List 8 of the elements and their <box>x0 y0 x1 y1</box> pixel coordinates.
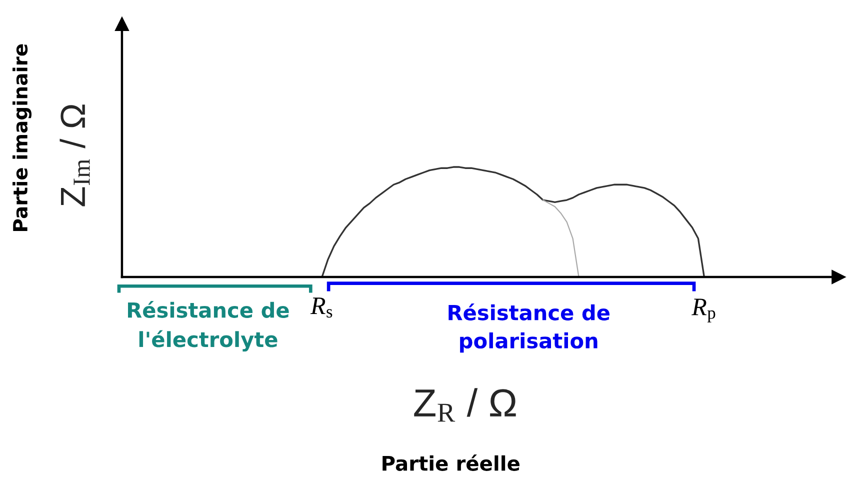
text: Partie imaginaire <box>12 44 32 231</box>
text: Résistance de l'électrolyte <box>128 300 289 352</box>
text: Résistance de polarisation <box>448 304 610 353</box>
text: Partie réelle <box>382 454 520 471</box>
text: R$_{p}$ <box>692 298 716 322</box>
text: R$_{s}$ <box>310 298 332 318</box>
y-axis-title: Z$_{Im}$ / Ω <box>60 104 90 206</box>
x-axis-title: Z$_{R}$ / Ω <box>414 388 516 422</box>
